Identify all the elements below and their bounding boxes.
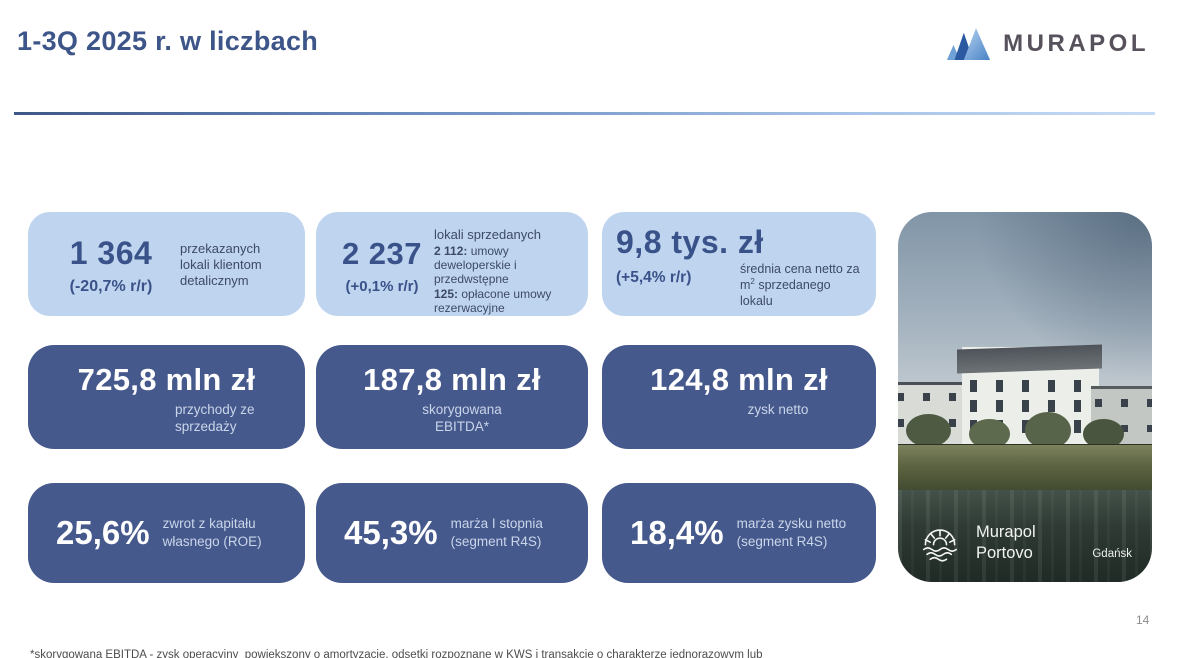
card-first-degree-margin: 45,3% marża I stopnia (segment R4S) — [316, 483, 588, 583]
stat-value: 1 364 — [69, 234, 153, 271]
project-city: Gdańsk — [1092, 548, 1132, 560]
stat-description: przekazanych lokali klientom detalicznym — [180, 241, 262, 288]
project-name-line2: Portovo — [976, 544, 1033, 562]
stat-column: 1 364 (-20,7% r/r) — [42, 224, 180, 306]
footnote: *skorygowana EBITDA - zysk operacyjny po… — [30, 611, 890, 658]
photo-tree — [905, 413, 952, 447]
photo-window-row — [898, 392, 965, 401]
card-roe: 25,6% zwrot z kapitału własnego (ROE) — [28, 483, 305, 583]
card-handed-over-units: 1 364 (-20,7% r/r) przekazanych lokali k… — [28, 212, 305, 316]
card-net-profit: 124,8 mln zł zysk netto — [602, 345, 876, 449]
stat-label: marża I stopnia (segment R4S) — [450, 516, 543, 549]
stat-desc-segment: 2 112: umowy deweloperskie i przedwstępn… — [434, 243, 517, 287]
card-adjusted-ebitda: 187,8 mln zł skorygowana EBITDA* — [316, 345, 588, 449]
murapol-logo: MURAPOL — [946, 27, 1149, 61]
project-name-line1: Murapol — [976, 522, 1036, 541]
card-revenue: 725,8 mln zł przychody ze sprzedaży — [28, 345, 305, 449]
project-photo: Murapol Portovo Gdańsk — [898, 212, 1152, 582]
page-number: 14 — [1136, 613, 1150, 627]
photo-window-row — [969, 399, 1091, 413]
stat-value: 187,8 mln zł — [363, 362, 541, 397]
stat-description: lokali sprzedanych 2 112: umowy dewelope… — [434, 227, 578, 316]
stat-value: 25,6% — [56, 514, 150, 551]
card-average-price: 9,8 tys. zł (+5,4% r/r) średnia cena net… — [602, 212, 876, 316]
stat-value: 45,3% — [344, 514, 438, 551]
photo-roof — [957, 344, 1103, 374]
stat-value: 725,8 mln zł — [77, 362, 256, 397]
project-badge: Murapol Portovo — [914, 517, 1036, 569]
stat-change: (-20,7% r/r) — [69, 277, 153, 295]
photo-riverbank — [898, 445, 1152, 492]
stat-label: marża zysku netto (segment R4S) — [736, 516, 847, 549]
card-units-sold: 2 237 (+0,1% r/r) lokali sprzedanych 2 1… — [316, 212, 588, 316]
stat-change: (+0,1% r/r) — [345, 277, 419, 295]
stat-value: 124,8 mln zł — [650, 362, 828, 397]
photo-window-row — [1095, 399, 1152, 408]
photo-tree — [1025, 411, 1071, 449]
page-title: 1-3Q 2025 r. w liczbach — [17, 26, 319, 56]
stat-row: (+5,4% r/r) średnia cena netto za m2 spr… — [616, 262, 866, 309]
stat-description: średnia cena netto za m2 sprzedanego lok… — [740, 262, 860, 308]
stat-label: przychody ze sprzedaży — [175, 402, 255, 435]
stat-desc-title: lokali sprzedanych — [434, 227, 541, 242]
sun-over-waves-icon — [922, 529, 958, 562]
project-name: Murapol Portovo — [976, 522, 1036, 565]
photo-window-row — [1095, 424, 1152, 433]
stat-label: skorygowana EBITDA* — [422, 402, 502, 435]
stat-change: (+5,4% r/r) — [616, 269, 692, 286]
murapol-wordmark: MURAPOL — [1003, 30, 1149, 57]
stat-label: zwrot z kapitału własnego (ROE) — [162, 516, 262, 549]
stat-value: 9,8 tys. zł — [616, 224, 764, 260]
stat-column: 2 237 (+0,1% r/r) — [330, 224, 434, 306]
stat-desc-segment: 125: opłacone umowy rezerwacyjne — [434, 286, 552, 316]
card-net-profit-margin: 18,4% marża zysku netto (segment R4S) — [602, 483, 876, 583]
stat-value: 18,4% — [630, 514, 724, 551]
divider-line — [14, 112, 1155, 115]
footnote-line1: *skorygowana EBITDA - zysk operacyjny po… — [30, 648, 763, 658]
stat-label: zysk netto — [747, 402, 809, 417]
murapol-triangles-icon — [947, 28, 991, 60]
photo-window-row — [969, 379, 1091, 392]
stat-value: 2 237 — [341, 235, 423, 271]
